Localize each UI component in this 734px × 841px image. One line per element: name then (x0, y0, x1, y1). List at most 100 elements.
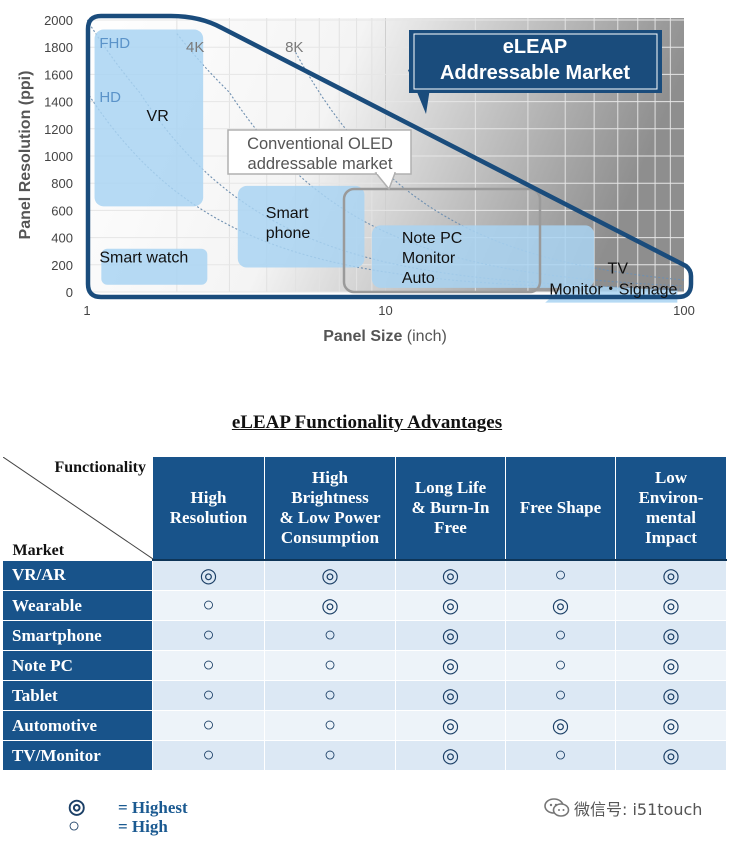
table-row: TV/Monitor ○ ○ ◎ ○ ◎ (2, 740, 727, 771)
conventional-oled-box (342, 187, 542, 294)
curve-label-4k: 4K (186, 39, 204, 56)
table-row: Note PC ○ ○ ◎ ○ ◎ (2, 650, 727, 681)
table-corner: Functionality Market (2, 456, 153, 560)
rating-high-cell: ○ (505, 680, 616, 711)
rating-high-cell: ○ (152, 620, 265, 651)
x-tick-label: 10 (378, 303, 392, 318)
table-header-row: Functionality Market High Resolution High… (2, 456, 727, 561)
market-label: Automotive (2, 710, 153, 741)
segment-label-vr: VR (147, 108, 169, 125)
segment-label-tv: TV (608, 261, 629, 278)
segment-smart-watch (101, 248, 208, 285)
segment-labels: VR Smart watch Smart phone Note PC Monitor Aut… (99, 35, 677, 299)
curve-label-hd: HD (99, 89, 121, 106)
eleap-callout: eLEAP Addressable Market (408, 30, 662, 114)
rating-highest-cell: ◎ (505, 710, 616, 741)
y-tick-label: 600 (51, 203, 73, 218)
table-row: Tablet ○ ○ ◎ ○ ◎ (2, 680, 727, 711)
x-tick-label: 1 (83, 303, 90, 318)
curve-label-8k: 8K (285, 39, 303, 56)
conventional-oled-callout: Conventional OLED addressable market (227, 129, 412, 191)
rating-high-cell: ○ (152, 650, 265, 681)
x-axis-label: Panel Size (inch) (323, 328, 447, 345)
eleap-boundary (85, 13, 694, 300)
x-tick-label: 100 (673, 303, 695, 318)
segment-note-pc (371, 225, 595, 288)
market-label: Wearable (2, 590, 153, 621)
rating-high-cell: ○ (152, 740, 265, 771)
conventional-oled-label: Conventional OLED addressable market (247, 135, 393, 173)
wechat-icon (544, 798, 570, 817)
legend-high-label: = High (118, 817, 168, 836)
rating-highest-cell: ◎ (395, 650, 506, 681)
y-tick-label: 1000 (44, 149, 73, 164)
rating-highest-cell: ◎ (395, 680, 506, 711)
rating-high-cell: ○ (152, 680, 265, 711)
y-tick-label: 1800 (44, 40, 73, 55)
table-row: Automotive ○ ○ ◎ ◎ ◎ (2, 710, 727, 741)
curve-label-fhd: FHD (99, 35, 130, 52)
rating-high-cell: ○ (505, 620, 616, 651)
rating-high-cell: ○ (264, 680, 396, 711)
rating-highest-cell: ◎ (395, 590, 506, 621)
column-header: Long Life & Burn-In Free (395, 456, 506, 561)
rating-highest-cell: ◎ (152, 559, 265, 591)
advantages-table: Functionality Market High Resolution High… (2, 456, 727, 771)
rating-highest-cell: ◎ (615, 620, 727, 651)
circle-icon: ○ (68, 815, 81, 837)
watermark: 微信号: i51touch (544, 796, 702, 820)
rating-highest-cell: ◎ (505, 590, 616, 621)
segment-label-monitor-signage: Monitor・Signage (549, 282, 677, 299)
rating-highest-cell: ◎ (615, 740, 727, 771)
table-row: Smartphone ○ ○ ◎ ○ ◎ (2, 620, 727, 651)
corner-market-label: Market (12, 541, 65, 559)
market-label: Tablet (2, 680, 153, 711)
column-header: Low Environ- mental Impact (615, 456, 727, 561)
rating-high-cell: ○ (264, 740, 396, 771)
y-axis-label: Panel Resolution (ppi) (17, 71, 34, 240)
rating-highest-cell: ◎ (264, 590, 396, 621)
y-tick-label: 0 (66, 285, 73, 300)
double-circle-icon: ◎ (68, 796, 86, 818)
segment-label-smart-watch: Smart watch (99, 250, 188, 267)
watermark-text: 微信号: i51touch (574, 800, 703, 819)
rating-highest-cell: ◎ (615, 680, 727, 711)
legend-highest: ◎ = Highest (68, 794, 188, 819)
segment-label-smart: Smart phone (266, 205, 311, 242)
rating-highest-cell: ◎ (615, 559, 727, 591)
segment-vr (94, 29, 204, 207)
rating-high-cell: ○ (152, 710, 265, 741)
rating-high-cell: ○ (505, 740, 616, 771)
corner-functionality-label: Functionality (54, 458, 146, 476)
market-label: TV/Monitor (2, 740, 153, 771)
rating-highest-cell: ◎ (395, 559, 506, 591)
table-body: VR/AR ◎ ◎ ◎ ○ ◎ Wearable ○ ◎ ◎ ◎ ◎ Smartphone ○ ○ ◎ ○ ◎ No… (2, 559, 727, 771)
column-header: Free Shape (505, 456, 616, 561)
y-tick-label: 400 (51, 231, 73, 246)
rating-highest-cell: ◎ (264, 559, 396, 591)
market-label: VR/AR (2, 559, 153, 591)
legend-highest-label: = Highest (118, 798, 188, 817)
rating-high-cell: ○ (505, 559, 616, 591)
market-segments (94, 29, 678, 303)
market-chart: VR Smart watch Smart phone Note PC Monitor Aut… (17, 13, 695, 345)
y-tick-label: 1600 (44, 67, 73, 82)
market-label: Smartphone (2, 620, 153, 651)
rating-high-cell: ○ (264, 710, 396, 741)
rating-high-cell: ○ (152, 590, 265, 621)
table-row: VR/AR ◎ ◎ ◎ ○ ◎ (2, 559, 727, 591)
rating-high-cell: ○ (264, 650, 396, 681)
y-tick-label: 800 (51, 176, 73, 191)
rating-highest-cell: ◎ (395, 740, 506, 771)
rating-highest-cell: ◎ (395, 620, 506, 651)
axes: 0 200 400 600 800 1000 1200 1400 1600 1800 2000 1 10… (17, 13, 695, 345)
corner-diagonal (2, 456, 153, 559)
rating-high-cell: ○ (505, 650, 616, 681)
y-tick-label: 200 (51, 258, 73, 273)
eleap-market-label: eLEAP Addressable Market (440, 36, 630, 84)
column-header: High Brightness & Low Power Consumption (264, 456, 396, 561)
segment-label-note-pc: Note PC Monitor Auto (402, 230, 462, 287)
legend-high: ○ = High (68, 815, 168, 838)
column-header: High Resolution (152, 456, 265, 561)
rating-highest-cell: ◎ (615, 590, 727, 621)
